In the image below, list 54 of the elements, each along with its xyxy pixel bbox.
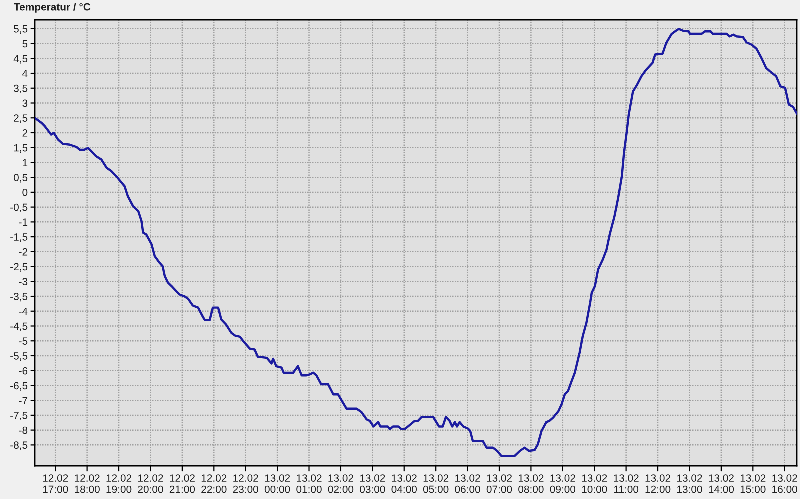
y-tick-label: 4,5: [14, 55, 28, 64]
y-tick-label: 3,5: [14, 84, 28, 94]
y-tick-label: -1,5: [10, 234, 28, 242]
x-tick-label: 13.02 06:00: [455, 474, 480, 494]
y-tick-label: -3: [19, 278, 28, 286]
x-tick-label: 13.02 10:00: [582, 474, 608, 494]
y-tick-label: 4: [22, 70, 28, 78]
x-tick-label: 13.02 15:00: [740, 474, 766, 494]
y-tick-label: -4: [19, 308, 28, 316]
x-tick-label: 12.02 17:00: [43, 474, 68, 494]
y-tick-label: 5: [22, 40, 28, 48]
x-tick-label: 13.02 16:00: [772, 474, 798, 494]
x-tick-label: 13.02 05:00: [423, 474, 449, 494]
y-tick-label: -3,5: [10, 293, 28, 302]
x-tick-label: 12.02 21:00: [170, 474, 196, 494]
y-tick-label: -2: [19, 248, 28, 256]
y-tick-label: 1: [23, 159, 28, 166]
x-tick-label: 13.02 03:00: [360, 474, 386, 494]
x-tick-label: 13.02 09:00: [550, 474, 576, 494]
x-tick-label: 13.02 11:00: [614, 474, 639, 494]
y-tick-label: -7: [19, 397, 28, 404]
y-tick-label: 3: [22, 100, 28, 108]
y-tick-label: -7,5: [10, 412, 28, 421]
x-tick-label: 12.02 23:00: [233, 474, 258, 494]
y-tick-label: -5: [19, 338, 28, 345]
x-tick-label: 13.02 12:00: [646, 474, 671, 494]
y-tick-label: 2,5: [14, 114, 28, 124]
y-tick-label: -5,5: [10, 352, 28, 362]
y-tick-label: -6,5: [10, 382, 28, 391]
y-tick-label: 1,5: [14, 144, 28, 153]
y-tick-label: 2: [22, 129, 28, 137]
y-tick-label: -4,5: [10, 322, 28, 332]
y-tick-label: 0,5: [14, 174, 28, 183]
x-tick-label: 12.02 18:00: [75, 474, 100, 494]
y-tick-label: -2,5: [10, 263, 28, 272]
y-tick-label: 0: [22, 188, 28, 196]
x-tick-label: 13.02 02:00: [328, 474, 354, 494]
y-tick-label: -8: [19, 426, 28, 434]
y-tick-label: -0,5: [10, 204, 28, 212]
y-axis-title: Temperatur / °C: [14, 3, 91, 13]
x-tick-label: 12.02 22:00: [202, 474, 227, 494]
x-tick-label: 12.02 20:00: [138, 474, 164, 494]
x-tick-label: 13.02 13:00: [677, 474, 702, 494]
y-tick-label: -6: [19, 367, 28, 375]
x-tick-label: 13.02 08:00: [518, 474, 544, 494]
x-tick-label: 13.02 01:00: [296, 474, 322, 494]
x-tick-label: 13.02 07:00: [486, 474, 512, 494]
x-tick-label: 12.02 19:00: [106, 474, 132, 494]
x-tick-label: 13.02 14:00: [709, 474, 734, 494]
y-tick-label: -1: [19, 218, 28, 226]
y-tick-label: 5,5: [14, 26, 28, 34]
y-tick-label: -8,5: [10, 442, 28, 450]
x-tick-label: 13.02 04:00: [392, 474, 417, 494]
x-tick-label: 13.02 00:00: [264, 474, 290, 494]
